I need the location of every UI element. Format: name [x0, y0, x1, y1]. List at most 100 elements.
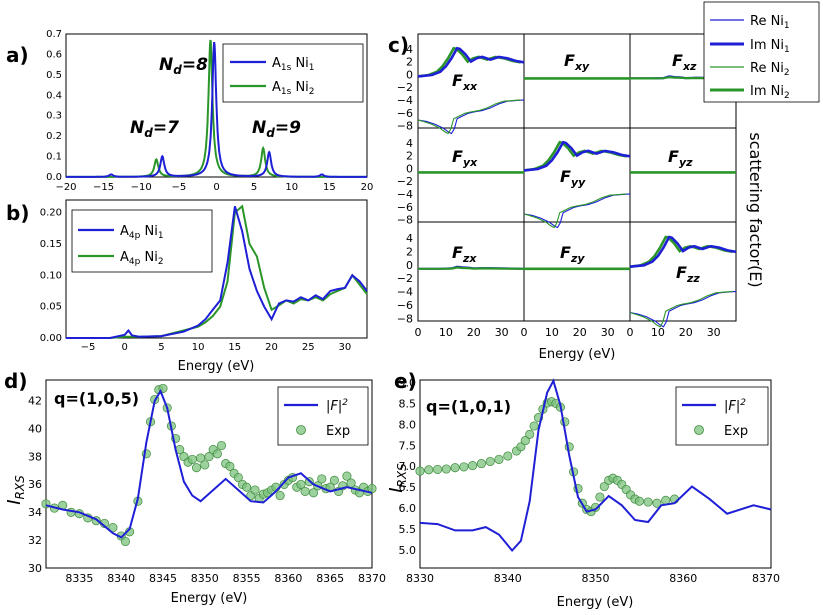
- legend-label-f2: |F|2: [326, 398, 348, 414]
- panel-b-ytick: 0.20: [40, 208, 62, 219]
- subplot-name-xz: Fxz: [672, 51, 697, 73]
- panel-c-legend-box: [703, 1, 820, 103]
- panel-c-ytick: −4: [397, 188, 413, 201]
- panel-d-series-f2: [45, 388, 373, 539]
- subplot-name-zz: Fzz: [676, 263, 700, 285]
- panel-e-xtick: 8350: [582, 572, 610, 585]
- panel-a-series-ni1: [66, 41, 367, 178]
- panel-e-xlabel: Energy (eV): [557, 595, 634, 610]
- panel-c-ytick: −2: [397, 175, 413, 188]
- panel-a-ytick: 0.3: [46, 111, 62, 122]
- panel-e-yticks: 5.0 5.5 6.0 6.5 7.0 7.5 8.0 8.5 9.0: [399, 377, 417, 557]
- panel-a-legend: A1s Ni1 A1s Ni2: [222, 43, 364, 103]
- legend-label-f2: |F|2: [724, 398, 746, 414]
- exp-point: [242, 482, 252, 492]
- subplot-frame-xy: [523, 33, 631, 129]
- panel-b-ytick: 0.15: [40, 239, 62, 250]
- panel-d-legend-box: [277, 386, 369, 446]
- panel-b-xtick: 5: [158, 342, 164, 353]
- exp-point: [191, 463, 202, 473]
- panel-d-ytick: 34: [28, 506, 42, 519]
- panel-c-xtick: 0: [627, 326, 634, 339]
- panel-d-frame: [45, 379, 373, 569]
- exp-point: [415, 466, 425, 476]
- exp-point: [441, 464, 451, 474]
- panel-a-ytick: 0.6: [46, 49, 62, 60]
- panel-c-ytick: 4: [406, 137, 413, 150]
- panel-c-ytick: 4: [406, 232, 413, 245]
- panel-e-ytick: 7.0: [399, 460, 417, 473]
- legend-marker-exp: [694, 425, 704, 435]
- exp-point: [225, 461, 235, 471]
- panel-c-subplot-names: Fxx Fxy Fxz Fyx Fyy Fyz Fzx Fzy Fzz: [452, 51, 700, 285]
- panel-d-yticks: 30 32 34 36 38 40 42: [28, 395, 42, 575]
- legend-label-im-ni1: Im Ni1: [750, 38, 790, 55]
- panel-a-ytick: 0.2: [46, 131, 62, 142]
- exp-point: [317, 474, 327, 484]
- legend-label-re-ni2: Re Ni2: [750, 61, 790, 78]
- panel-a-ytick: 0.7: [46, 29, 62, 40]
- panel-e-ytick: 7.5: [399, 439, 417, 452]
- panel-d-xtick: 8370: [358, 572, 386, 585]
- subplot-name-zy: Fzy: [560, 243, 585, 265]
- panel-e-q-label: q=(1,0,1): [426, 397, 511, 416]
- panel-a-ytick: 0.5: [46, 70, 62, 81]
- panel-c-legend: Re Ni1 Im Ni1 Re Ni2 Im Ni2: [703, 1, 820, 103]
- legend-label-ni1: A1s Ni1: [272, 56, 315, 73]
- annotation-nd7: Nd=7: [130, 118, 179, 140]
- panel-a-xtick: −5: [172, 182, 187, 193]
- exp-point: [342, 471, 352, 481]
- panel-e-ylabel: IRXS: [386, 463, 409, 493]
- panel-c-grid: [417, 33, 737, 322]
- panel-d-xtick: 8360: [274, 572, 302, 585]
- panel-a: a) −20 −15 −10 −5 0 5 10 15 20 0.0 0.1 0…: [6, 29, 373, 193]
- subplot-name-yy: Fyy: [560, 167, 586, 189]
- panel-c-ytick: −8: [397, 214, 413, 227]
- panel-d-ylabel: IRXS: [4, 475, 27, 505]
- subplot-frame-zx: [417, 221, 525, 322]
- exp-point: [652, 498, 662, 508]
- panel-c-ytick: 0: [406, 259, 413, 272]
- panel-c-ytick: −2: [397, 81, 413, 94]
- annotation-nd9: Nd=9: [252, 118, 301, 140]
- panel-a-xtick: 0: [213, 182, 219, 193]
- curve-yy-re-ni1: [523, 193, 631, 229]
- exp-point: [108, 523, 118, 533]
- panel-a-label: a): [6, 43, 29, 67]
- exp-point: [450, 463, 460, 473]
- panel-d-q-label: q=(1,0,5): [54, 389, 139, 408]
- legend-label-exp: Exp: [724, 424, 748, 439]
- subplot-name-zx: Fzx: [452, 243, 477, 265]
- panel-e-xtick: 8330: [406, 572, 434, 585]
- exp-point: [599, 481, 609, 492]
- panel-e-legend-box: [675, 386, 769, 446]
- exp-point: [643, 497, 653, 507]
- panel-c-xtick: 20: [467, 326, 481, 339]
- panel-d-legend: |F|2 Exp: [277, 386, 369, 446]
- exp-point: [634, 496, 644, 506]
- panel-c: c) Fxx Fxy Fxz Fyx Fyy Fyz Fzx Fzy Fzz 4: [388, 1, 820, 362]
- exp-point: [525, 429, 535, 439]
- exp-point: [233, 472, 243, 483]
- legend-label-re-ni1: Re Ni1: [750, 14, 790, 31]
- panel-b-xticks: −5 0 5 10 15 20 25 30: [81, 342, 352, 353]
- exp-point: [424, 465, 434, 475]
- panel-e-ytick: 6.0: [399, 502, 417, 515]
- exp-point: [520, 436, 530, 446]
- panel-d-xtick: 8340: [107, 572, 135, 585]
- panel-b-xlabel: Energy (eV): [178, 359, 255, 374]
- curve-xx-im-ni2: [417, 46, 521, 78]
- exp-point: [204, 452, 214, 462]
- panel-c-xtick: 20: [573, 326, 587, 339]
- subplot-frame-yy: [523, 127, 631, 223]
- panel-e-xtick: 8360: [669, 572, 697, 585]
- legend-label-ni1: A4p Ni1: [120, 224, 164, 241]
- panel-e-xtick: 8340: [494, 572, 522, 585]
- exp-point: [216, 440, 227, 451]
- subplot-name-xx: Fxx: [452, 71, 478, 93]
- exp-point: [308, 488, 319, 498]
- panel-b-ytick: 0.05: [40, 302, 62, 313]
- panel-c-ytick: −4: [397, 286, 413, 299]
- panel-e-ytick: 6.5: [399, 481, 417, 494]
- panel-e-label: e): [394, 369, 417, 393]
